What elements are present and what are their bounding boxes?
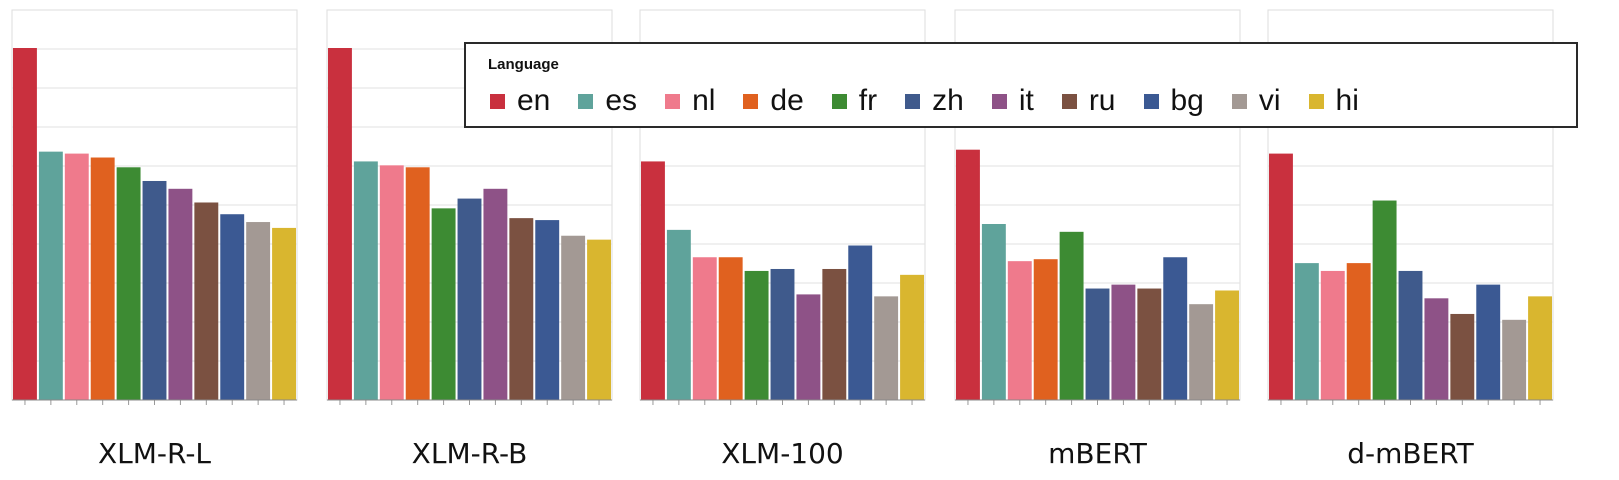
legend-label: nl — [692, 84, 716, 117]
bar-ru — [194, 202, 219, 400]
legend-swatch — [1143, 93, 1159, 109]
panel-label: mBERT — [1048, 437, 1147, 470]
bar-fr — [1059, 231, 1084, 400]
bar-en — [13, 48, 37, 400]
legend-item-ru: ru — [1061, 84, 1116, 118]
legend-swatch — [991, 93, 1007, 109]
bar-vi — [1502, 319, 1527, 400]
bar-vi — [1189, 304, 1214, 400]
bar-nl — [692, 257, 717, 400]
bar-es — [1294, 263, 1319, 400]
legend-label: zh — [932, 84, 964, 117]
legend-item-de: de — [743, 84, 804, 118]
bar-en — [1269, 153, 1293, 400]
legend-swatch — [1231, 93, 1247, 109]
legend-swatch — [578, 93, 594, 109]
bar-zh — [770, 268, 795, 400]
bar-ru — [1137, 288, 1162, 400]
bar-bg — [848, 245, 873, 400]
bar-ru — [1450, 313, 1475, 400]
bar-bg — [535, 220, 560, 400]
legend-label: es — [605, 84, 638, 117]
legend-label: en — [517, 84, 551, 117]
bar-es — [666, 229, 691, 400]
panel-label: XLM-R-L — [97, 437, 212, 470]
legend-item-vi: vi — [1231, 84, 1281, 118]
bar-en — [328, 48, 352, 400]
bar-de — [1033, 259, 1058, 400]
bar-fr — [431, 208, 456, 400]
bar-de — [90, 157, 115, 400]
legend-label: hi — [1335, 84, 1359, 117]
legend-swatch — [743, 93, 759, 109]
bar-de — [1346, 263, 1371, 400]
bar-hi — [900, 274, 924, 400]
bar-vi — [561, 235, 586, 400]
panel-label: XLM-R-B — [411, 437, 528, 470]
bar-nl — [379, 165, 404, 400]
legend-label: bg — [1170, 84, 1204, 117]
bar-ru — [509, 218, 534, 400]
bar-hi — [1528, 296, 1552, 400]
legend-label: vi — [1258, 84, 1281, 117]
bar-en — [641, 161, 665, 400]
legend-swatch — [1308, 93, 1324, 109]
bar-nl — [1320, 270, 1345, 400]
bar-zh — [457, 198, 482, 400]
bar-fr — [116, 167, 141, 400]
bar-fr — [744, 270, 769, 400]
legend-item-nl: nl — [665, 84, 715, 118]
legend-swatch — [831, 93, 847, 109]
legend: Language en es nl de fr zh it ru bg vi hi — [464, 42, 1578, 128]
bar-de — [718, 257, 743, 400]
legend-label: ru — [1088, 84, 1116, 117]
bar-fr — [1372, 200, 1397, 400]
bar-bg — [1163, 257, 1188, 400]
bar-es — [38, 151, 63, 400]
legend-item-it: it — [991, 84, 1034, 118]
bar-it — [168, 188, 193, 400]
legend-label: fr — [858, 84, 878, 117]
legend-swatch — [665, 93, 681, 109]
panel-label: XLM-100 — [721, 437, 844, 470]
legend-item-hi: hi — [1308, 84, 1359, 118]
panel-label: d-mBERT — [1347, 437, 1474, 470]
bar-zh — [1085, 288, 1110, 400]
bar-ru — [822, 268, 847, 400]
legend-item-zh: zh — [905, 84, 964, 118]
bar-bg — [220, 214, 245, 400]
legend-label: it — [1018, 84, 1034, 117]
legend-swatch — [905, 93, 921, 109]
bar-es — [353, 161, 378, 400]
legend-swatch — [1061, 93, 1077, 109]
bar-vi — [246, 222, 271, 400]
bar-nl — [1007, 261, 1032, 400]
legend-title: Language — [488, 56, 559, 73]
legend-label: de — [770, 84, 804, 117]
bar-hi — [272, 227, 296, 400]
bar-it — [1111, 284, 1136, 400]
bar-hi — [1215, 290, 1239, 400]
bar-it — [483, 188, 508, 400]
bar-hi — [587, 239, 611, 400]
legend-item-bg: bg — [1143, 84, 1204, 118]
legend-item-en: en — [490, 84, 550, 118]
bar-zh — [1398, 270, 1423, 400]
legend-item-fr: fr — [831, 84, 878, 118]
bar-bg — [1476, 284, 1501, 400]
bar-de — [405, 167, 430, 400]
legend-swatch — [490, 93, 505, 109]
bar-nl — [64, 153, 89, 400]
bar-it — [796, 294, 821, 400]
bar-it — [1424, 298, 1449, 400]
legend-items: en es nl de fr zh it ru bg vi hi — [490, 84, 1387, 118]
bar-vi — [874, 296, 899, 400]
legend-item-es: es — [578, 84, 637, 118]
bar-zh — [142, 180, 167, 400]
bar-es — [981, 224, 1006, 400]
bar-en — [956, 149, 980, 400]
